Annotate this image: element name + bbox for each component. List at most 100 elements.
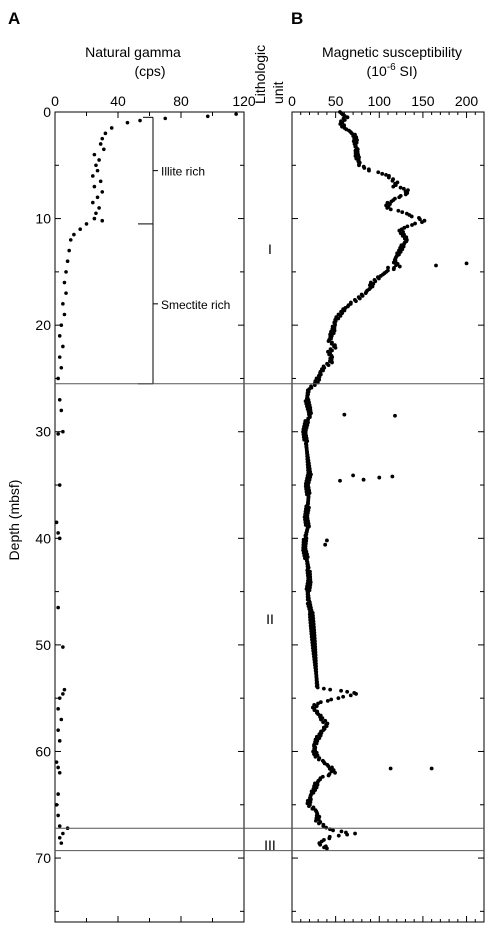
magsus-point: [308, 618, 313, 622]
gamma-point: [56, 707, 60, 711]
magsus-point: [325, 846, 329, 851]
magsus-point: [318, 842, 323, 847]
magsus-point: [330, 348, 334, 353]
magsus-point: [312, 708, 317, 713]
magsus-tick-label: 50: [328, 93, 344, 109]
magsus-point: [342, 118, 347, 122]
magsus-point: [311, 619, 316, 624]
gamma-point: [54, 520, 59, 525]
magsus-point: [363, 291, 368, 296]
magsus-point: [308, 620, 313, 625]
gamma-tick-label: 120: [232, 93, 256, 109]
gamma-point: [138, 118, 142, 123]
magsus-outlier-point: [393, 413, 397, 418]
magsus-point: [324, 825, 329, 830]
gamma-point: [92, 184, 97, 189]
magsus-point: [322, 845, 326, 850]
magsus-point: [410, 223, 414, 227]
magsus-point: [321, 686, 326, 691]
magsus-point: [378, 273, 383, 278]
magsus-point: [326, 773, 331, 778]
magsus-point: [376, 170, 381, 175]
magsus-point: [388, 207, 393, 212]
magsus-point: [308, 615, 312, 620]
magsus-tick-label: 0: [288, 93, 296, 109]
magsus-point: [398, 185, 403, 190]
magsus-point: [311, 613, 315, 618]
gamma-point: [91, 174, 95, 178]
gamma-point: [100, 136, 105, 141]
gamma-point: [205, 114, 210, 119]
magsus-outlier-point: [351, 473, 355, 478]
magsus-outlier-point: [390, 474, 395, 479]
depth-tick-label: 30: [35, 424, 51, 440]
magsus-point: [357, 163, 361, 168]
magsus-point: [396, 208, 401, 213]
magsus-point: [329, 769, 334, 774]
gamma-point: [64, 270, 68, 274]
gamma-point: [61, 692, 65, 696]
gamma-point: [56, 813, 60, 818]
magsus-point: [336, 316, 341, 321]
gamma-tick-label: 0: [51, 93, 59, 109]
gamma-point: [56, 432, 60, 436]
magsus-point: [357, 296, 362, 301]
magsus-point: [331, 331, 336, 336]
magsus-outlier-point: [323, 542, 328, 547]
depth-axis-label: Depth (mbsf): [6, 480, 22, 561]
depth-tick-label: 0: [43, 104, 51, 120]
magsus-point: [385, 206, 390, 210]
magsus-point: [413, 221, 417, 226]
magsus-point: [401, 186, 406, 191]
gamma-point: [65, 259, 70, 264]
clay-annotations: Illite rich Smectite rich: [138, 116, 230, 385]
lith-header-line2: unit: [270, 81, 286, 104]
panel-a-letter: A: [8, 9, 20, 28]
gamma-point: [163, 116, 168, 121]
magsus-point: [311, 616, 316, 621]
gamma-point: [64, 291, 68, 295]
magsus-outlier-point: [386, 265, 390, 270]
gamma-point: [54, 760, 59, 764]
magsus-point: [342, 308, 347, 313]
magsus-series: [301, 110, 469, 851]
gamma-point: [61, 429, 65, 434]
magsus-point: [338, 313, 343, 318]
magsus-point: [353, 831, 357, 836]
gamma-point: [61, 645, 65, 649]
gamma-point: [103, 131, 108, 136]
magsus-point: [308, 623, 313, 628]
panel-b-frame: [291, 111, 485, 923]
magsus-point: [312, 630, 317, 635]
magsus-point: [310, 637, 314, 642]
depth-tick-label: 10: [35, 211, 51, 227]
gamma-point: [67, 248, 71, 253]
magsus-point: [403, 192, 408, 197]
magsus-point: [313, 754, 318, 759]
gamma-point: [95, 168, 100, 173]
gamma-point: [59, 841, 64, 845]
magsus-point: [405, 224, 410, 229]
magsus-point: [309, 629, 314, 634]
magsus-point: [391, 260, 396, 265]
magsus-point: [420, 220, 424, 225]
gamma-point: [57, 824, 62, 828]
magsus-point: [331, 828, 335, 833]
magsus-point: [348, 693, 353, 698]
magsus-point: [376, 276, 381, 281]
magsus-point: [321, 720, 326, 725]
gamma-point: [84, 222, 89, 226]
gamma-point: [59, 408, 64, 413]
gamma-point: [98, 179, 103, 184]
gamma-point: [68, 238, 73, 242]
magsus-point: [362, 166, 367, 170]
gamma-point: [57, 836, 62, 840]
gamma-point: [56, 376, 60, 381]
magsus-point: [326, 339, 331, 344]
gamma-point: [56, 792, 60, 796]
magsus-point: [339, 829, 344, 834]
magsus-point: [319, 717, 323, 722]
gamma-point: [57, 696, 62, 700]
lith-header-line1: Lithologic: [252, 45, 268, 104]
magsus-depth-ticks: [292, 111, 484, 912]
